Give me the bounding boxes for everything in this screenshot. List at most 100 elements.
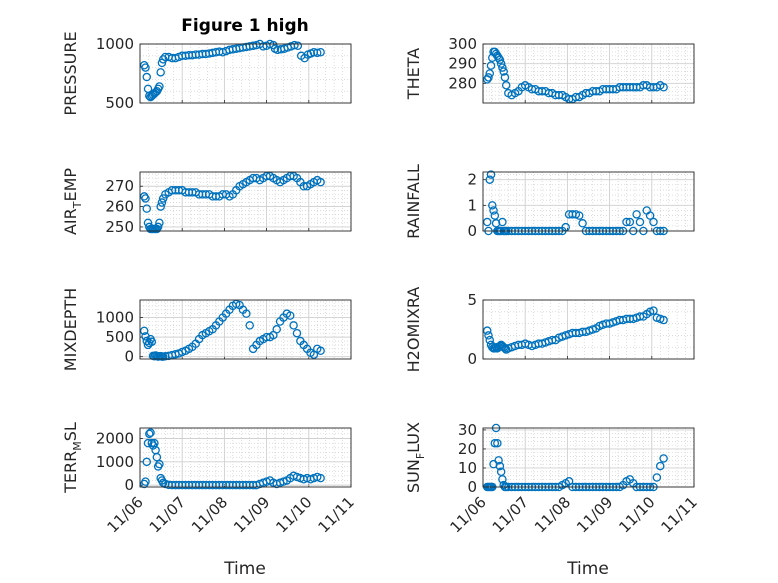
data-point: [486, 170, 496, 179]
data-point: [499, 67, 508, 76]
data-point: [289, 321, 298, 330]
data-point: [242, 309, 251, 318]
y-tick-label: 1000: [96, 35, 134, 53]
data-point: [142, 204, 152, 213]
panel-rainfall: 0 1 2 RAINFALL: [404, 164, 695, 240]
data-point: [499, 342, 508, 352]
y-tick-label: 20: [458, 440, 477, 458]
data-point: [649, 306, 658, 315]
panel-pressure: 500 1000 PRESSURE: [61, 31, 352, 116]
data-point: [485, 175, 495, 184]
y-tick-label: 10: [458, 459, 477, 477]
axes-frame: [139, 299, 352, 360]
data-point: [145, 429, 154, 439]
data-point: [574, 211, 584, 220]
axes-frame: [139, 171, 352, 232]
data-point: [655, 461, 665, 471]
data-point: [488, 201, 497, 210]
axes-background: [483, 428, 694, 487]
x-axis-label-left: Time: [223, 559, 266, 579]
data-point: [155, 218, 164, 228]
data-point: [482, 217, 492, 227]
series-markers: [482, 306, 668, 354]
data-point: [147, 337, 157, 347]
data-point: [484, 331, 493, 340]
y-tick-label: 260: [105, 198, 134, 216]
data-point: [139, 326, 149, 336]
axes-frame: [139, 43, 352, 104]
data-point: [486, 61, 496, 70]
data-point: [578, 219, 587, 228]
data-point: [659, 83, 668, 92]
data-point: [499, 480, 508, 490]
data-point: [501, 81, 511, 90]
data-point: [491, 219, 501, 228]
data-point: [141, 477, 150, 486]
y-tick-label: 270: [105, 177, 134, 195]
y-tick-label: 1000: [96, 309, 134, 327]
data-point: [155, 459, 164, 469]
y-axis-label: TERRMSL: [61, 422, 84, 494]
data-point: [635, 217, 645, 227]
data-point: [652, 473, 662, 482]
data-point: [142, 72, 152, 82]
y-axis-label: MIXDEPTH: [61, 288, 80, 371]
data-point: [143, 438, 153, 448]
y-tick-label: 2: [467, 171, 477, 189]
panel-air_temp: 250 260 270 AIRTEMP: [61, 168, 352, 236]
data-point: [495, 461, 505, 471]
data-point: [484, 73, 493, 82]
y-axis-label: H2OMIXRA: [404, 287, 423, 373]
y-axis-label: AIRTEMP: [61, 168, 84, 235]
data-point: [645, 211, 655, 220]
y-axis-label: SUNFLUX: [404, 422, 427, 493]
y-tick-label: 30: [458, 421, 477, 439]
x-tick-label: 11/07: [489, 493, 532, 536]
x-axis-label-right: Time: [566, 559, 609, 579]
data-point: [485, 335, 495, 345]
y-tick-label: 2000: [96, 429, 134, 447]
y-axis-label: PRESSURE: [61, 31, 80, 115]
data-point: [292, 328, 302, 338]
data-point: [490, 438, 500, 448]
series-markers: [139, 171, 325, 234]
data-point: [485, 69, 495, 78]
axes-frame: [482, 427, 695, 488]
axes-background: [140, 428, 351, 487]
axes-background: [483, 172, 694, 231]
data-point: [146, 428, 155, 437]
data-point: [156, 68, 165, 77]
x-tick-label: 11/06: [447, 493, 490, 536]
data-point: [494, 456, 503, 465]
data-point: [316, 346, 325, 356]
data-point: [316, 177, 325, 187]
y-tick-label: 250: [105, 218, 134, 236]
data-point: [156, 202, 165, 211]
data-point: [157, 198, 167, 207]
data-point: [316, 48, 325, 57]
x-tick-label: 11/11: [658, 493, 701, 536]
data-point: [490, 211, 500, 220]
y-tick-label: 280: [448, 74, 477, 92]
data-point: [155, 82, 164, 91]
data-point: [139, 192, 149, 201]
data-point: [498, 475, 507, 484]
data-point: [158, 55, 168, 64]
data-point: [145, 91, 154, 101]
data-point: [659, 454, 668, 463]
y-tick-label: 5: [467, 291, 477, 309]
figure-title: Figure 1 high: [181, 16, 309, 36]
panel-h2omixra: 0 5 H2OMIXRA: [404, 287, 695, 373]
data-point: [659, 315, 668, 325]
y-axis-label: RAINFALL: [404, 164, 423, 239]
y-tick-label: 300: [448, 35, 477, 53]
y-tick-label: 0: [467, 222, 477, 240]
data-point: [153, 222, 163, 232]
data-point: [142, 457, 152, 467]
axes-frame: [139, 427, 352, 488]
data-point: [625, 217, 635, 227]
data-point: [495, 55, 505, 64]
